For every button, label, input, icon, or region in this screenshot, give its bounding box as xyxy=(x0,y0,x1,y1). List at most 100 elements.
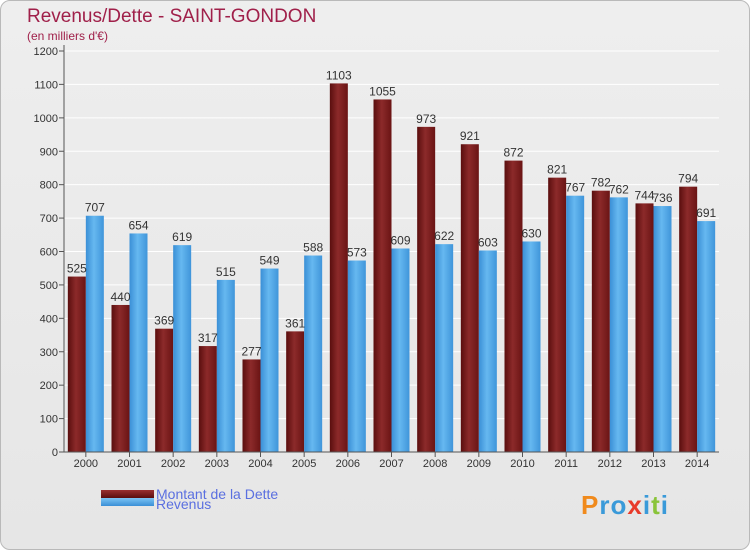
data-label-revenus: 707 xyxy=(85,201,105,215)
bar-dette xyxy=(329,83,348,452)
bar-revenus xyxy=(478,250,497,452)
data-label-revenus: 630 xyxy=(521,226,541,240)
bar-dette xyxy=(635,203,654,452)
data-label-revenus: 767 xyxy=(565,181,585,195)
x-tick-label: 2002 xyxy=(161,458,185,470)
bar-revenus xyxy=(173,245,192,452)
bar-revenus xyxy=(260,268,279,452)
chart-subtitle: (en milliers d'€) xyxy=(27,29,108,43)
x-tick-label: 2000 xyxy=(74,458,98,470)
logo-letter: t xyxy=(651,490,661,520)
x-tick-label: 2011 xyxy=(554,458,578,470)
logo-letter: r xyxy=(599,490,611,520)
y-tick-label: 100 xyxy=(40,414,58,426)
data-label-dette: 440 xyxy=(110,290,130,304)
bar-dette xyxy=(373,99,392,453)
data-label-revenus: 619 xyxy=(172,230,192,244)
y-axis-tick-labels: 0 100 200 300 400 500 600 700 800 900 1000 1100 1200 xyxy=(34,46,58,459)
bar-dette xyxy=(111,304,130,452)
data-label-revenus: 515 xyxy=(216,265,236,279)
x-tick-label: 2014 xyxy=(685,458,709,470)
y-tick-label: 1100 xyxy=(34,79,58,91)
bar-revenus xyxy=(304,255,323,452)
proxiti-logo: Proxiti xyxy=(581,490,669,521)
x-tick-label: 2006 xyxy=(336,458,360,470)
data-label-revenus: 691 xyxy=(696,206,716,220)
bar-revenus xyxy=(391,248,410,452)
x-axis-tick-labels: 2000 2001 2002 2003 2004 2005 2006 2007 2008 2009… xyxy=(74,452,709,470)
bars xyxy=(67,83,716,453)
data-labels: 525 707 440 654 369 619 317 515 277 549 361 588 1103… xyxy=(67,68,717,358)
bar-dette xyxy=(548,177,567,452)
data-label-dette: 1103 xyxy=(326,68,352,82)
bar-revenus xyxy=(435,244,454,452)
logo-letter: i xyxy=(642,490,652,520)
y-tick-label: 400 xyxy=(40,313,58,325)
data-label-dette: 794 xyxy=(678,172,698,186)
bar-dette xyxy=(155,328,174,452)
x-tick-label: 2003 xyxy=(205,458,229,470)
data-label-revenus: 622 xyxy=(434,229,454,243)
x-tick-label: 2012 xyxy=(598,458,622,470)
bar-dette xyxy=(504,160,523,452)
data-label-revenus: 654 xyxy=(128,218,148,232)
bar-revenus xyxy=(653,206,672,452)
bar-revenus xyxy=(347,260,366,452)
y-tick-label: 700 xyxy=(40,213,58,225)
logo-letter: x xyxy=(627,490,643,520)
bar-dette xyxy=(198,346,217,452)
y-tick-label: 900 xyxy=(40,146,58,158)
bar-dette xyxy=(679,186,698,452)
y-tick-label: 1000 xyxy=(34,113,58,125)
data-label-revenus: 609 xyxy=(390,233,410,247)
data-label-dette: 744 xyxy=(634,188,654,202)
data-label-dette: 277 xyxy=(241,344,261,358)
y-tick-label: 800 xyxy=(40,180,58,192)
data-label-dette: 921 xyxy=(460,129,480,143)
bar-dette xyxy=(460,144,479,453)
x-tick-label: 2008 xyxy=(423,458,447,470)
axes xyxy=(63,45,719,453)
x-tick-label: 2004 xyxy=(248,458,272,470)
bar-dette xyxy=(417,126,436,452)
y-tick-label: 1200 xyxy=(34,46,58,58)
data-label-dette: 973 xyxy=(416,112,436,126)
bar-revenus xyxy=(85,215,104,452)
x-tick-label: 2013 xyxy=(641,458,665,470)
data-label-revenus: 736 xyxy=(652,191,672,205)
bar-revenus xyxy=(129,233,148,452)
data-label-dette: 369 xyxy=(154,314,174,328)
data-label-revenus: 762 xyxy=(609,182,629,196)
x-tick-label: 2010 xyxy=(510,458,534,470)
bar-dette xyxy=(67,276,86,452)
x-tick-label: 2007 xyxy=(379,458,403,470)
data-label-revenus: 549 xyxy=(259,254,279,268)
data-label-dette: 317 xyxy=(198,331,218,345)
logo-letter: P xyxy=(581,490,600,520)
x-tick-label: 2005 xyxy=(292,458,316,470)
y-tick-label: 0 xyxy=(52,447,58,459)
bar-revenus xyxy=(216,279,235,452)
y-tick-label: 500 xyxy=(40,280,58,292)
bar-revenus xyxy=(566,195,585,453)
x-tick-label: 2009 xyxy=(467,458,491,470)
y-tick-label: 200 xyxy=(40,380,58,392)
chart-title: Revenus/Dette - SAINT-GONDON xyxy=(27,6,317,27)
legend-label-revenus: Revenus xyxy=(156,496,212,512)
data-label-revenus: 573 xyxy=(347,246,367,260)
bar-dette xyxy=(242,359,261,452)
data-label-revenus: 588 xyxy=(303,241,323,255)
logo-letter: o xyxy=(610,490,628,520)
legend-swatch-debt xyxy=(101,490,154,498)
y-tick-label: 600 xyxy=(40,247,58,259)
bar-revenus xyxy=(609,197,628,452)
data-label-dette: 821 xyxy=(547,163,567,177)
x-tick-label: 2001 xyxy=(117,458,141,470)
y-tick-label: 300 xyxy=(40,347,58,359)
bar-revenus xyxy=(697,221,716,452)
data-label-dette: 872 xyxy=(503,146,523,160)
data-label-dette: 525 xyxy=(67,262,87,276)
bar-revenus xyxy=(522,241,541,452)
